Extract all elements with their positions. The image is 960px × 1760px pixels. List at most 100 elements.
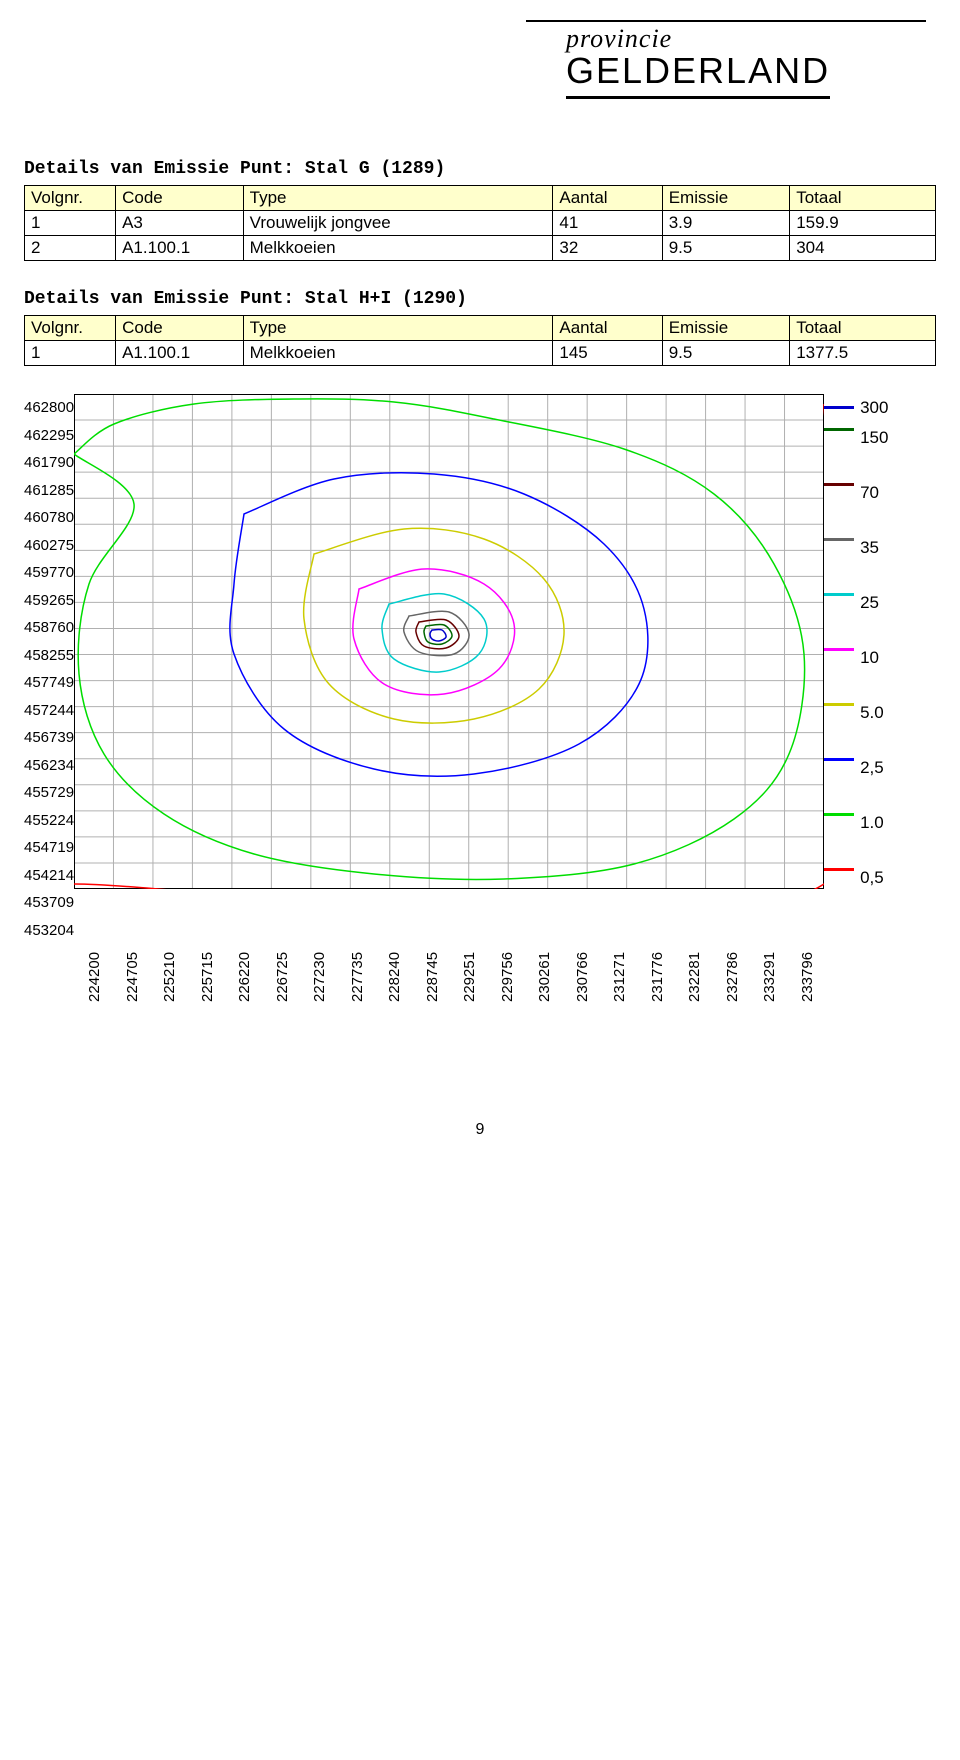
y-tick-label: 455729 — [24, 779, 74, 807]
x-tick-label: 228240 — [386, 965, 403, 1003]
col-aantal: Aantal — [553, 186, 662, 211]
table-cell: 3.9 — [662, 211, 790, 236]
table-cell: 2 — [25, 236, 116, 261]
x-tick-label: 224705 — [124, 965, 141, 1003]
col-code: Code — [116, 186, 244, 211]
y-tick-label: 461790 — [24, 449, 74, 477]
y-tick-label: 457749 — [24, 669, 74, 697]
x-axis-labels: 2242002247052252102257152262202267252272… — [86, 944, 936, 961]
legend-item: 2,5 — [824, 752, 888, 807]
legend-label: 300 — [860, 398, 888, 418]
y-axis-labels: 4628004622954617904612854607804602754597… — [24, 394, 74, 944]
legend-swatch — [824, 648, 854, 651]
legend-swatch — [824, 758, 854, 761]
legend-swatch — [824, 868, 854, 871]
y-tick-label: 460275 — [24, 532, 74, 560]
x-tick-label: 229756 — [499, 965, 516, 1003]
y-tick-label: 461285 — [24, 477, 74, 505]
y-tick-label: 460780 — [24, 504, 74, 532]
legend-label: 35 — [860, 538, 879, 558]
table-row: 1A3Vrouwelijk jongvee413.9159.9 — [25, 211, 936, 236]
y-tick-label: 453204 — [24, 917, 74, 945]
col-emissie: Emissie — [662, 186, 790, 211]
legend-item: 1.0 — [824, 807, 888, 862]
x-tick-label: 225210 — [161, 965, 178, 1003]
x-tick-label: 226220 — [236, 965, 253, 1003]
table-stal-g: Volgnr. Code Type Aantal Emissie Totaal … — [24, 185, 936, 261]
col-type: Type — [243, 316, 553, 341]
col-code: Code — [116, 316, 244, 341]
x-tick-label: 230766 — [574, 965, 591, 1003]
logo-line2: GELDERLAND — [566, 50, 830, 99]
x-tick-label: 231271 — [611, 965, 628, 1003]
y-tick-label: 454719 — [24, 834, 74, 862]
table-cell: 1 — [25, 341, 116, 366]
y-tick-label: 457244 — [24, 697, 74, 725]
legend-label: 5.0 — [860, 703, 884, 723]
legend-label: 0,5 — [860, 868, 884, 888]
col-volgnr: Volgnr. — [25, 316, 116, 341]
table-cell: Vrouwelijk jongvee — [243, 211, 553, 236]
legend-item: 25 — [824, 587, 888, 642]
table-cell: 159.9 — [790, 211, 936, 236]
table-stal-hi: Volgnr. Code Type Aantal Emissie Totaal … — [24, 315, 936, 366]
table-cell: 1377.5 — [790, 341, 936, 366]
x-tick-label: 227735 — [349, 965, 366, 1003]
table-cell: Melkkoeien — [243, 341, 553, 366]
legend-item: 10 — [824, 642, 888, 697]
x-tick-label: 228745 — [424, 965, 441, 1003]
legend-swatch — [824, 428, 854, 431]
y-tick-label: 459770 — [24, 559, 74, 587]
chart-plot-area — [74, 394, 824, 889]
y-tick-label: 453709 — [24, 889, 74, 917]
legend-item: 150 — [824, 422, 888, 477]
table-cell: 1 — [25, 211, 116, 236]
y-tick-label: 462295 — [24, 422, 74, 450]
legend-swatch — [824, 703, 854, 706]
x-tick-label: 232786 — [724, 965, 741, 1003]
header-logo: provincie GELDERLAND — [24, 20, 936, 99]
legend-swatch — [824, 538, 854, 541]
legend-item: 5.0 — [824, 697, 888, 752]
table-header-row: Volgnr. Code Type Aantal Emissie Totaal — [25, 186, 936, 211]
col-totaal: Totaal — [790, 186, 936, 211]
x-tick-label: 230261 — [536, 965, 553, 1003]
x-tick-label: 229251 — [461, 965, 478, 1003]
legend-swatch — [824, 593, 854, 596]
legend-label: 10 — [860, 648, 879, 668]
legend-item: 300 — [824, 394, 888, 422]
x-tick-label: 233796 — [799, 965, 816, 1003]
table-row: 1A1.100.1Melkkoeien1459.51377.5 — [25, 341, 936, 366]
table-cell: 304 — [790, 236, 936, 261]
table-cell: 145 — [553, 341, 662, 366]
col-type: Type — [243, 186, 553, 211]
page-number: 9 — [24, 1121, 936, 1139]
section2-title: Details van Emissie Punt: Stal H+I (1290… — [24, 289, 936, 309]
col-totaal: Totaal — [790, 316, 936, 341]
table-cell: 9.5 — [662, 341, 790, 366]
table-row: 2A1.100.1Melkkoeien329.5304 — [25, 236, 936, 261]
x-tick-label: 224200 — [86, 965, 103, 1003]
legend-swatch — [824, 483, 854, 486]
table-cell: 9.5 — [662, 236, 790, 261]
legend-item: 70 — [824, 477, 888, 532]
y-tick-label: 456234 — [24, 752, 74, 780]
col-aantal: Aantal — [553, 316, 662, 341]
x-tick-label: 227230 — [311, 965, 328, 1003]
x-tick-label: 233291 — [761, 965, 778, 1003]
table-cell: A1.100.1 — [116, 341, 244, 366]
y-tick-label: 458255 — [24, 642, 74, 670]
legend-item: 35 — [824, 532, 888, 587]
legend-label: 70 — [860, 483, 879, 503]
table-header-row: Volgnr. Code Type Aantal Emissie Totaal — [25, 316, 936, 341]
y-tick-label: 455224 — [24, 807, 74, 835]
x-tick-label: 226725 — [274, 965, 291, 1003]
legend-label: 1.0 — [860, 813, 884, 833]
table-cell: 41 — [553, 211, 662, 236]
contour-chart: 4628004622954617904612854607804602754597… — [24, 394, 936, 961]
legend-swatch — [824, 813, 854, 816]
legend-item: 0,5 — [824, 862, 888, 917]
col-emissie: Emissie — [662, 316, 790, 341]
x-tick-label: 225715 — [199, 965, 216, 1003]
x-tick-label: 231776 — [649, 965, 666, 1003]
